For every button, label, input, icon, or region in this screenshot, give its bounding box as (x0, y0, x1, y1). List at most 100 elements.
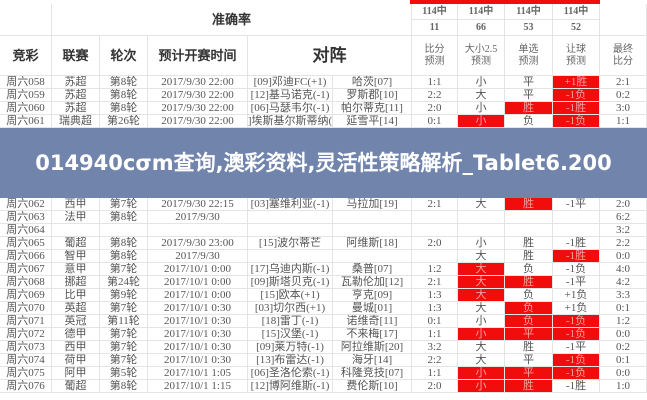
table-cell-final: 4:2 (600, 276, 647, 289)
table-cell-score (412, 224, 458, 237)
accuracy-value: 52 (553, 20, 600, 36)
header-line: 比分 (424, 43, 445, 55)
table-cell-round: 第7轮 (100, 354, 148, 367)
table-cell-home: [13]布雷达(-1) (248, 354, 333, 367)
table-cell-home: [15]波尔蒂芒 (248, 237, 333, 250)
table-cell-league: 比甲 (52, 289, 100, 302)
table-cell-hcp: -1胜 (553, 380, 600, 393)
column-header: 比分 预测 (412, 36, 458, 76)
table-cell-league (52, 224, 100, 237)
header-line: 单选 (518, 43, 539, 55)
table-cell-time: 2017/9/30 22:00 (148, 89, 248, 102)
accuracy-value: 11 (412, 20, 458, 36)
table-cell-away: 诺维奇[11] (333, 315, 412, 328)
table-cell-league: 英冠 (52, 315, 100, 328)
table-cell-time: 2017/9/30 22:15 (148, 198, 248, 211)
table-cell-hcp: -1负 (553, 115, 600, 128)
table-cell-hcp: -1负 (553, 367, 600, 380)
table-cell-final: 0:1 (600, 302, 647, 315)
column-header: 让球 预测 (553, 36, 600, 76)
table-cell-ou: 大 (458, 341, 505, 354)
table-cell-time: 2017/10/1 1:15 (148, 380, 248, 393)
table-cell-hcp: -1胜 (553, 102, 600, 115)
table-cell-league: 智甲 (52, 250, 100, 263)
table-cell-league: 西甲 (52, 198, 100, 211)
table-cell-time: 2017/10/1 0:00 (148, 289, 248, 302)
accuracy-value: 53 (505, 20, 553, 36)
table-cell-home: [03]塞维利亚(-1) (248, 198, 333, 211)
table-cell-final: 0:0 (600, 328, 647, 341)
table-cell-score: 1:1 (412, 328, 458, 341)
table-cell-id: 周六065 (0, 237, 52, 250)
table-cell-final: 0:1 (600, 354, 647, 367)
header-line: 预测 (566, 55, 586, 67)
table-cell-away (333, 224, 412, 237)
table-cell-score: 1:3 (412, 289, 458, 302)
table-cell-home: [12]博阿维斯(-1) (248, 380, 333, 393)
table-cell-hcp: -1平 (553, 276, 600, 289)
table-cell-id: 周六062 (0, 198, 52, 211)
table-cell-round: 第9轮 (100, 289, 148, 302)
table-cell-round: 第7轮 (100, 302, 148, 315)
table-cell-away: 亨克[09] (333, 289, 412, 302)
table-cell-ou: 小 (458, 380, 505, 393)
table-cell-id: 周六066 (0, 250, 52, 263)
table-cell-time: 2017/9/30 23:00 (148, 237, 248, 250)
table-cell-time: 2017/10/1 0:00 (148, 263, 248, 276)
table-cell-home: [15]汉堡(-1) (248, 328, 333, 341)
table-cell-away (333, 250, 412, 263)
table-cell-time: 2017/9/30 (148, 250, 248, 263)
table-cell-away: 瓦勒伦加[12] (333, 276, 412, 289)
table-cell-league: 苏超 (52, 76, 100, 89)
column-header: 轮次 (100, 36, 148, 76)
column-header: 预计开赛时间 (148, 36, 248, 76)
table-cell-ou: 大 (458, 276, 505, 289)
header-line: 预测 (518, 55, 539, 67)
table-cell-score: 0:1 (412, 315, 458, 328)
table-cell-ou: 小 (458, 315, 505, 328)
table-cell-league: 挪超 (52, 276, 100, 289)
table-cell-round (100, 224, 148, 237)
table-cell-time: 2017/10/1 1:05 (148, 367, 248, 380)
table-cell-pick: 平 (505, 89, 553, 102)
table-cell-round: 第8轮 (100, 211, 148, 224)
header-line: 预测 (424, 55, 445, 67)
table-cell-away (333, 211, 412, 224)
table-cell-ou: 小 (458, 328, 505, 341)
table-cell-time: 2017/10/1 0:30 (148, 341, 248, 354)
red-top-bar (410, 0, 600, 4)
table-cell-final: 2:2 (600, 237, 647, 250)
table-cell-id: 周六073 (0, 341, 52, 354)
table-cell-round: 第24轮 (100, 276, 148, 289)
table-cell-home (248, 250, 333, 263)
table-cell-final: 2:0 (600, 198, 647, 211)
header-line: 预测 (471, 55, 491, 67)
empty-cell (0, 4, 52, 36)
table-cell-final: 1:2 (600, 315, 647, 328)
table-cell-league: 苏超 (52, 102, 100, 115)
column-header: 大小2.5 预测 (458, 36, 505, 76)
table-cell-hcp: -1负 (553, 315, 600, 328)
table-cell-away: 罗斯郡[10] (333, 89, 412, 102)
table-cell-round: 第8轮 (100, 237, 148, 250)
table-cell-score: 1:1 (412, 367, 458, 380)
accuracy-top: 114中 (412, 4, 458, 20)
table-cell-ou: 小 (458, 102, 505, 115)
table-cell-league: 英超 (52, 302, 100, 315)
table-cell-round: 第7轮 (100, 328, 148, 341)
table-cell-hcp: +1胜 (553, 76, 600, 89)
table-cell-hcp: +1负 (553, 289, 600, 302)
column-header: 最终 比分 (600, 36, 647, 76)
table-cell-hcp: -1负 (553, 354, 600, 367)
table-cell-pick: 平 (505, 76, 553, 89)
table-cell-ou: 大 (458, 198, 505, 211)
header-line: 大小2.5 (464, 43, 498, 55)
table-cell-time: 2017/9/30 22:00 (148, 115, 248, 128)
header-line: 最终 (613, 43, 633, 55)
table-cell-score: 2:0 (412, 102, 458, 115)
table-cell-ou: 大 (458, 354, 505, 367)
table-cell-round: 第8轮 (100, 250, 148, 263)
table-cell-away: 阿拉维斯[20] (333, 341, 412, 354)
table-cell-round: 第8轮 (100, 89, 148, 102)
table-cell-score: 1:3 (412, 302, 458, 315)
